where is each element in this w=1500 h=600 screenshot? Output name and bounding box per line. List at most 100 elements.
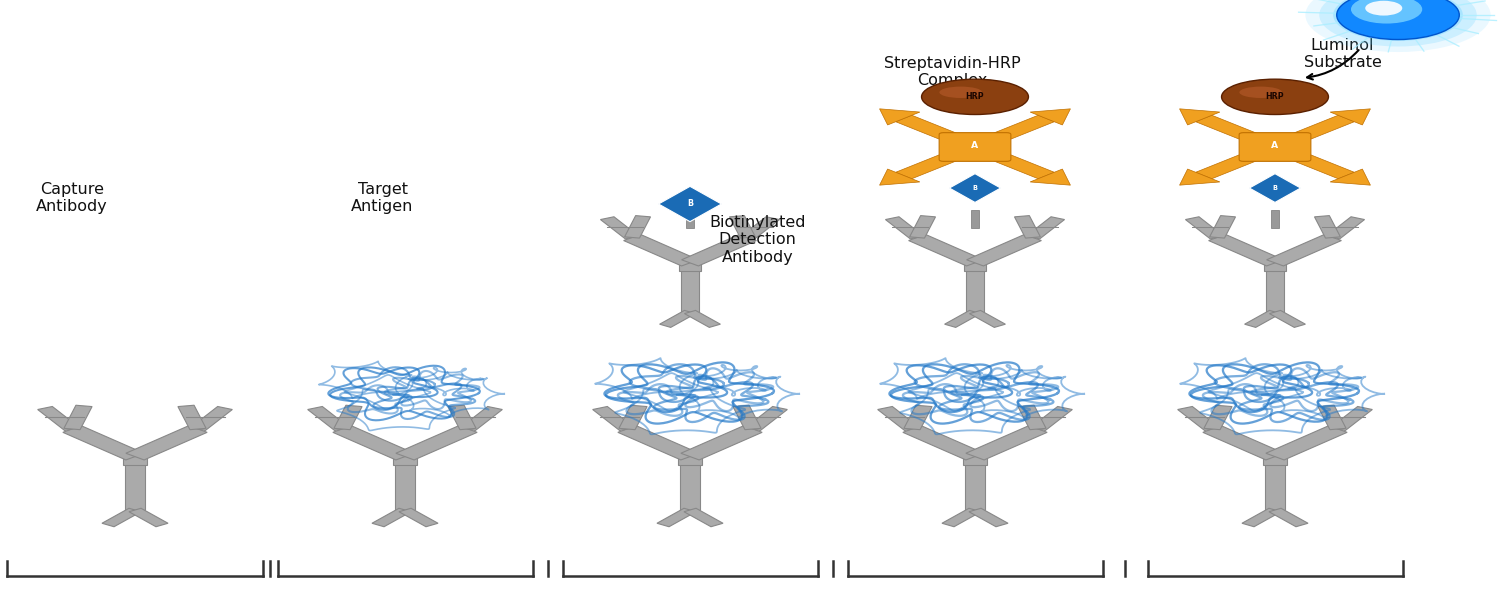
- Polygon shape: [333, 425, 414, 460]
- FancyBboxPatch shape: [1264, 462, 1284, 510]
- Polygon shape: [896, 144, 983, 179]
- FancyBboxPatch shape: [1264, 260, 1286, 271]
- Text: Streptavidin-HRP
Complex: Streptavidin-HRP Complex: [884, 56, 1022, 88]
- Circle shape: [1305, 0, 1491, 52]
- Polygon shape: [308, 406, 350, 431]
- Polygon shape: [334, 405, 362, 430]
- Polygon shape: [1030, 169, 1071, 185]
- Polygon shape: [129, 508, 168, 527]
- FancyBboxPatch shape: [1270, 210, 1280, 228]
- Polygon shape: [190, 406, 232, 431]
- Polygon shape: [1026, 217, 1065, 239]
- Polygon shape: [178, 405, 206, 430]
- FancyBboxPatch shape: [680, 260, 700, 271]
- Polygon shape: [968, 115, 1054, 150]
- Text: B: B: [1272, 185, 1278, 191]
- Polygon shape: [1030, 406, 1072, 431]
- FancyBboxPatch shape: [966, 268, 984, 312]
- Polygon shape: [1196, 115, 1282, 150]
- Ellipse shape: [1221, 79, 1329, 115]
- Polygon shape: [969, 508, 1008, 527]
- FancyBboxPatch shape: [1263, 454, 1287, 465]
- Polygon shape: [746, 406, 788, 431]
- Text: B: B: [972, 185, 978, 191]
- Polygon shape: [1014, 215, 1041, 238]
- Circle shape: [1320, 0, 1476, 46]
- Polygon shape: [1204, 405, 1231, 430]
- Polygon shape: [878, 406, 920, 431]
- Polygon shape: [968, 144, 1054, 179]
- FancyBboxPatch shape: [1239, 133, 1311, 161]
- Polygon shape: [624, 215, 651, 238]
- Polygon shape: [1330, 109, 1371, 125]
- Polygon shape: [729, 215, 756, 238]
- Polygon shape: [1330, 169, 1371, 185]
- Polygon shape: [38, 406, 80, 431]
- Polygon shape: [600, 217, 639, 239]
- Polygon shape: [1178, 406, 1219, 431]
- Text: Capture
Antibody: Capture Antibody: [36, 182, 108, 214]
- Polygon shape: [1179, 109, 1219, 125]
- Polygon shape: [1030, 109, 1071, 125]
- FancyBboxPatch shape: [393, 454, 417, 465]
- Polygon shape: [966, 235, 1041, 266]
- FancyBboxPatch shape: [970, 210, 980, 228]
- Polygon shape: [896, 115, 983, 150]
- Polygon shape: [1330, 406, 1372, 431]
- Polygon shape: [969, 310, 1005, 328]
- Text: Luminol
Substrate: Luminol Substrate: [1304, 38, 1382, 70]
- Polygon shape: [741, 217, 780, 239]
- Text: A: A: [972, 141, 978, 150]
- Text: A: A: [1272, 141, 1278, 150]
- Polygon shape: [620, 405, 646, 430]
- FancyBboxPatch shape: [1266, 268, 1284, 312]
- Polygon shape: [909, 235, 984, 266]
- FancyBboxPatch shape: [124, 462, 144, 510]
- Text: Biotinylated
Detection
Antibody: Biotinylated Detection Antibody: [710, 215, 806, 265]
- Polygon shape: [681, 425, 762, 460]
- Polygon shape: [1209, 235, 1284, 266]
- Polygon shape: [64, 405, 92, 430]
- Polygon shape: [684, 310, 720, 328]
- Polygon shape: [460, 406, 503, 431]
- Polygon shape: [624, 235, 699, 266]
- Polygon shape: [1019, 405, 1046, 430]
- Polygon shape: [684, 508, 723, 527]
- Polygon shape: [904, 405, 932, 430]
- Polygon shape: [1242, 508, 1281, 527]
- Polygon shape: [63, 425, 144, 460]
- Polygon shape: [734, 405, 760, 430]
- Text: B: B: [687, 199, 693, 208]
- Polygon shape: [1326, 217, 1365, 239]
- Polygon shape: [879, 169, 920, 185]
- Polygon shape: [658, 187, 722, 221]
- Text: HRP: HRP: [1266, 92, 1284, 101]
- FancyBboxPatch shape: [686, 210, 694, 228]
- Polygon shape: [1179, 169, 1219, 185]
- Polygon shape: [942, 508, 981, 527]
- Polygon shape: [1269, 508, 1308, 527]
- FancyBboxPatch shape: [963, 454, 987, 465]
- Ellipse shape: [1239, 86, 1282, 98]
- Polygon shape: [657, 508, 696, 527]
- Polygon shape: [879, 109, 920, 125]
- Ellipse shape: [939, 86, 982, 98]
- FancyBboxPatch shape: [678, 454, 702, 465]
- FancyBboxPatch shape: [939, 133, 1011, 161]
- FancyBboxPatch shape: [681, 268, 699, 312]
- Polygon shape: [885, 217, 924, 239]
- Polygon shape: [909, 215, 936, 238]
- Polygon shape: [1209, 215, 1236, 238]
- FancyBboxPatch shape: [966, 462, 986, 510]
- Ellipse shape: [921, 79, 1029, 115]
- FancyBboxPatch shape: [964, 260, 986, 271]
- Polygon shape: [1196, 144, 1282, 179]
- FancyBboxPatch shape: [680, 462, 699, 510]
- Polygon shape: [660, 310, 696, 328]
- Polygon shape: [1268, 115, 1354, 150]
- Text: Target
Antigen: Target Antigen: [351, 182, 414, 214]
- Polygon shape: [396, 425, 477, 460]
- Polygon shape: [903, 425, 984, 460]
- Polygon shape: [102, 508, 141, 527]
- Polygon shape: [1318, 405, 1346, 430]
